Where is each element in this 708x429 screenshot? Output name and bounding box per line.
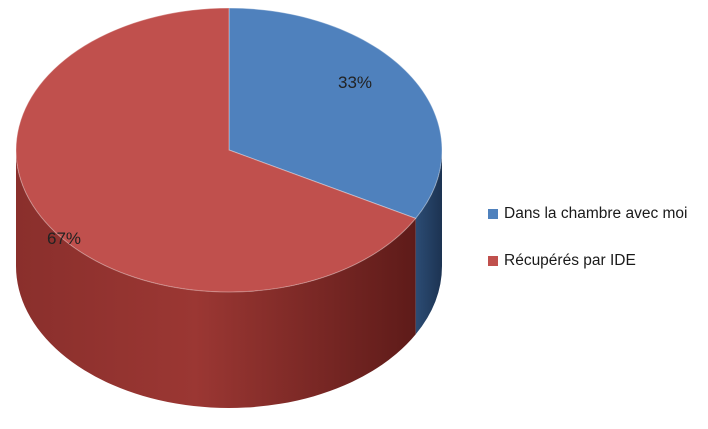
pie-slice-side-1	[16, 150, 416, 409]
legend-item-0: Dans la chambre avec moi	[488, 203, 703, 225]
data-label-1: 67%	[47, 229, 81, 248]
pie-slice-1	[15, 7, 417, 293]
legend: Dans la chambre avec moi Récupérés par I…	[488, 203, 703, 297]
pie-slice-side-0	[415, 150, 442, 335]
legend-swatch-1	[488, 256, 498, 266]
data-label-0: 33%	[338, 73, 372, 92]
pie-data-labels: 33% 67%	[47, 73, 372, 248]
pie-slice-0	[228, 7, 443, 220]
legend-label-0: Dans la chambre avec moi	[504, 205, 688, 222]
pie-tops	[15, 7, 443, 293]
legend-item-1: Récupérés par IDE	[488, 250, 703, 272]
legend-label-1: Récupérés par IDE	[504, 252, 636, 269]
legend-swatch-0	[488, 209, 498, 219]
pie-sides	[16, 150, 442, 409]
